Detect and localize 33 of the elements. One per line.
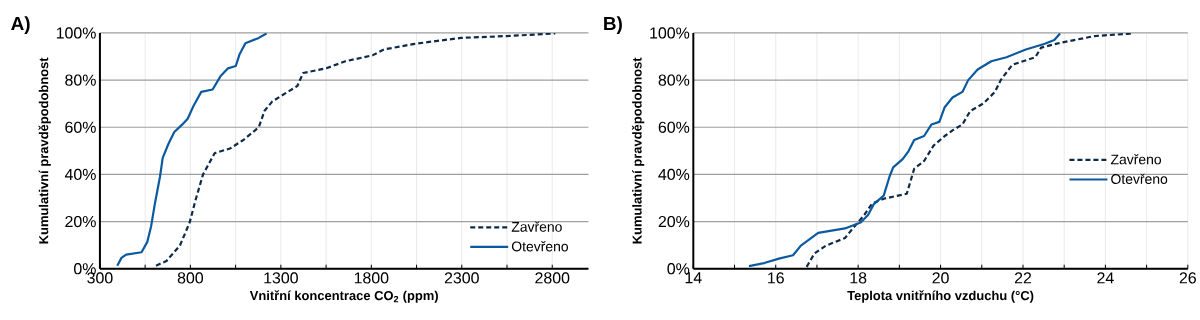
x-tick-label: 22: [1014, 272, 1032, 284]
x-tick-label: 18: [850, 272, 867, 284]
x-axis-title: Teplota vnitřního vzduchu (°C): [847, 290, 1034, 303]
x-tick-label: 1300: [264, 272, 298, 284]
y-tick-label: 100%: [650, 27, 690, 39]
y-axis-title: Kumulativní pravděpodobnost: [38, 57, 51, 244]
x-tick-label: 2300: [444, 272, 479, 284]
chart-title: B): [604, 16, 622, 35]
y-tick-label: 60%: [658, 121, 690, 134]
legend-label: Otevřeno: [511, 241, 569, 252]
x-axis-title: Vnitřní koncentrace CO$_{2}$ (ppm): [249, 290, 438, 303]
line-series: [747, 33, 1062, 268]
chart-title: A): [11, 16, 30, 35]
y-tick-label: 60%: [65, 121, 96, 134]
x-tick-label: 800: [177, 272, 204, 284]
y-axis-title: Kumulativní pravděpodobnost: [631, 57, 645, 244]
y-tick-label: 20%: [65, 216, 96, 228]
legend-label: Zavřeno: [1110, 154, 1162, 165]
y-tick-label: 100%: [56, 27, 96, 39]
x-tick-label: 20: [932, 272, 949, 284]
y-tick-label: 80%: [658, 74, 690, 86]
y-tick-label: 40%: [658, 168, 690, 181]
x-tick-label: 2800: [535, 272, 570, 284]
x-tick-label: 1800: [354, 272, 389, 284]
y-tick-label: 40%: [64, 168, 96, 181]
x-tick-label: 24: [1097, 272, 1114, 284]
legend-label: Zavřeno: [511, 221, 562, 232]
x-tick-label: 16: [768, 272, 784, 284]
y-tick-label: 20%: [658, 216, 690, 228]
x-tick-label: 26: [1179, 272, 1196, 284]
y-tick-label: 80%: [65, 74, 96, 86]
legend-label: Otevřeno: [1111, 173, 1168, 185]
line-series: [116, 33, 268, 267]
